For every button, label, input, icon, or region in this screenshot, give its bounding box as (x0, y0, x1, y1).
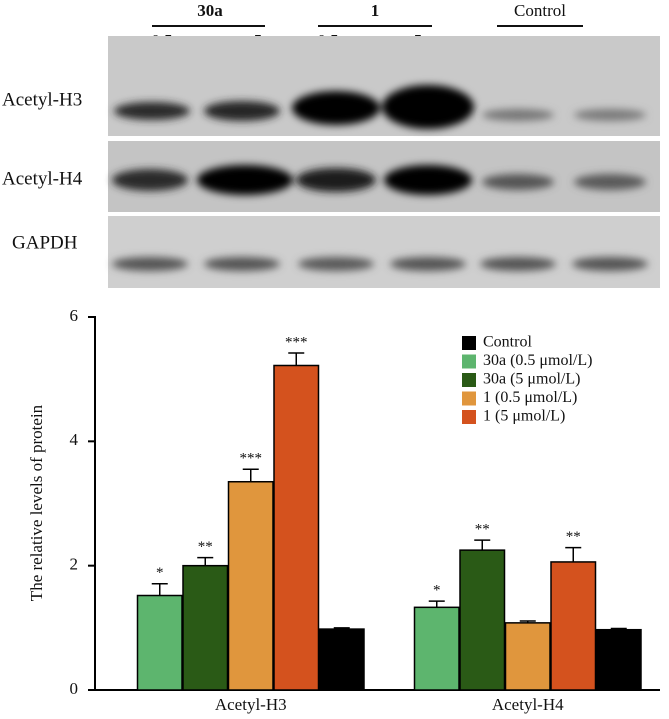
error-bar (519, 620, 536, 623)
legend-label: 1 (0.5 μmol/L) (483, 389, 577, 406)
error-bar (333, 627, 350, 630)
legend-label: 30a (0.5 μmol/L) (483, 352, 592, 369)
group-label: 1 (371, 1, 380, 20)
bar (595, 628, 642, 691)
legend-swatch (462, 391, 476, 406)
row-label: GAPDH (12, 232, 78, 253)
significance-label: *** (240, 451, 263, 467)
bar (227, 480, 274, 691)
significance-label: * (156, 565, 164, 581)
bar (413, 606, 460, 691)
y-tick-label: 0 (70, 679, 79, 698)
error-bar (242, 468, 259, 482)
error-bar (610, 627, 627, 630)
error-bar (474, 539, 491, 551)
x-tick-label: Acetyl-H4 (492, 695, 564, 714)
error-bar (288, 352, 305, 366)
significance-label: ** (566, 529, 581, 545)
legend-label: 1 (5 μmol/L) (483, 408, 565, 425)
bar (459, 549, 506, 691)
legend-swatch (462, 354, 476, 369)
blot-image: Acetyl-H3 Acetyl-H4 GAPDH (2, 36, 660, 288)
legend-swatch (462, 373, 476, 387)
error-bar (428, 600, 445, 608)
bar (273, 364, 320, 691)
bar (550, 561, 597, 691)
error-bar (197, 556, 214, 566)
blot-row (108, 216, 660, 288)
bar (182, 564, 229, 691)
significance-label: *** (285, 334, 308, 350)
y-tick-label: 2 (70, 555, 79, 574)
legend-swatch (462, 410, 476, 424)
bar (318, 628, 365, 691)
legend-label: Control (483, 334, 532, 351)
bar (504, 622, 551, 691)
legend-swatch (462, 336, 476, 350)
legend-label: 30a (5 μmol/L) (483, 371, 580, 388)
bands (112, 85, 648, 271)
y-tick-label: 4 (70, 430, 79, 449)
y-tick-label: 6 (70, 306, 79, 325)
significance-label: * (433, 583, 441, 599)
row-label: Acetyl-H3 (2, 89, 82, 110)
row-label: Acetyl-H4 (2, 168, 83, 189)
significance-label: ** (198, 539, 213, 555)
significance-label: ** (475, 522, 490, 538)
error-bar (151, 582, 168, 596)
x-tick-label: Acetyl-H3 (215, 695, 287, 714)
blot-row (108, 36, 660, 136)
group-label: 30a (197, 1, 223, 20)
error-bar (565, 546, 582, 562)
blot-row (108, 141, 660, 212)
y-axis-label: The relative levels of protein (27, 404, 46, 601)
bar (136, 594, 183, 691)
group-label: Control (514, 1, 566, 20)
